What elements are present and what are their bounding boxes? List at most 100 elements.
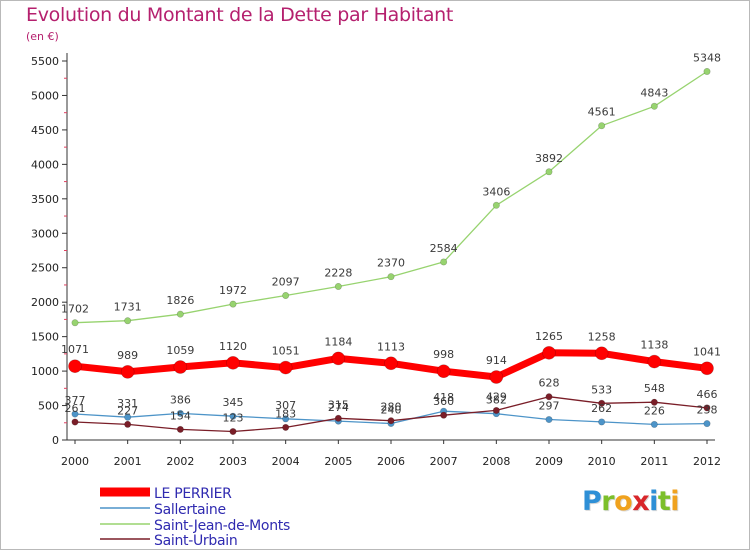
data-label-saint-urbain: 261 [65,402,86,415]
data-point-sallertaine [229,412,237,420]
y-tick-label: 4500 [31,124,59,137]
x-tick-label: 2004 [272,455,300,468]
x-tick-label: 2007 [430,455,458,468]
data-label-le-perrier: 1138 [640,339,668,352]
y-tick-label: 1000 [31,365,59,378]
data-label-sallertaine: 274 [328,401,349,414]
legend-label-saint-jean-de-monts: Saint-Jean-de-Monts [154,518,290,534]
logo-letter: i [670,486,680,517]
data-point-sallertaine [176,409,184,417]
data-label-saint-jean-de-monts: 4843 [640,86,668,99]
data-point-saint-urbain [492,406,500,414]
data-label-saint-jean-de-monts: 1702 [61,303,89,316]
y-tick-label: 0 [52,434,59,447]
data-label-saint-jean-de-monts: 5348 [693,51,721,64]
logo-letter: r [601,486,615,517]
y-tick-label: 3000 [31,227,59,240]
data-label-saint-jean-de-monts: 1826 [166,294,194,307]
data-point-le-perrier [647,354,662,369]
data-point-le-perrier [700,361,714,376]
data-point-saint-jean-de-monts [387,273,395,281]
data-label-sallertaine: 382 [486,394,507,407]
data-label-sallertaine: 262 [591,402,612,415]
data-label-saint-urbain: 315 [328,398,349,411]
data-point-saint-jean-de-monts [71,319,79,327]
data-label-sallertaine: 238 [697,404,718,417]
data-point-saint-urbain [650,398,658,406]
data-point-saint-jean-de-monts [492,201,500,209]
chart-title: Evolution du Montant de la Dette par Hab… [26,4,454,26]
y-tick-label: 3500 [31,193,59,206]
data-point-saint-jean-de-monts [124,317,132,325]
x-tick-label: 2002 [166,455,194,468]
data-label-le-perrier: 1051 [272,345,300,358]
data-label-saint-jean-de-monts: 4561 [588,106,616,119]
y-tick-label: 5500 [31,55,59,68]
data-label-le-perrier: 1059 [166,344,194,357]
data-point-le-perrier [278,360,293,375]
x-tick-label: 2005 [324,455,352,468]
data-label-saint-urbain: 466 [697,388,718,401]
data-point-le-perrier [120,365,135,379]
logo-letter: t [657,486,671,517]
logo-letter: x [632,486,650,517]
data-point-saint-jean-de-monts [440,258,448,266]
data-point-saint-urbain [124,420,132,428]
data-label-saint-urbain: 533 [591,383,612,396]
data-label-le-perrier: 1258 [588,330,616,343]
x-tick-label: 2012 [693,455,721,468]
data-point-saint-jean-de-monts [334,282,342,290]
x-tick-label: 2003 [219,455,247,468]
data-point-saint-urbain [703,404,711,412]
x-tick-label: 2000 [61,455,89,468]
data-label-saint-jean-de-monts: 1972 [219,284,247,297]
data-point-saint-jean-de-monts [229,300,237,308]
data-point-le-perrier [331,351,346,366]
data-point-saint-jean-de-monts [598,122,606,130]
data-label-saint-urbain: 548 [644,382,665,395]
data-point-le-perrier [594,346,609,361]
y-tick-label: 2000 [31,296,59,309]
data-point-sallertaine [650,420,658,428]
data-label-sallertaine: 297 [539,400,560,413]
data-label-saint-urbain: 280 [381,401,402,414]
data-point-sallertaine [703,420,711,428]
data-label-saint-urbain: 123 [223,412,244,425]
data-label-sallertaine: 418 [433,391,454,404]
data-point-saint-jean-de-monts [703,67,711,75]
data-point-saint-jean-de-monts [282,291,290,299]
data-label-saint-urbain: 628 [539,377,560,390]
data-label-saint-jean-de-monts: 2228 [324,266,352,279]
chart-subtitle: (en €) [26,30,59,43]
y-tick-label: 500 [38,400,59,413]
data-point-saint-urbain [71,418,79,426]
data-label-saint-jean-de-monts: 2097 [272,275,300,288]
data-label-sallertaine: 377 [65,394,86,407]
data-point-saint-urbain [334,414,342,422]
data-point-saint-urbain [229,428,237,436]
legend-label-sallertaine: Sallertaine [154,502,226,518]
data-label-saint-jean-de-monts: 3406 [482,185,510,198]
y-tick-label: 5000 [31,89,59,102]
data-label-le-perrier: 1071 [61,343,89,356]
data-point-sallertaine [598,418,606,426]
data-label-saint-urbain: 429 [486,390,507,403]
data-label-le-perrier: 1265 [535,330,563,343]
legend-label-le-perrier: LE PERRIER [154,486,232,502]
data-point-le-perrier [489,370,504,384]
data-point-le-perrier [436,364,451,379]
logo-letter: P [582,486,602,517]
data-point-saint-urbain [282,423,290,431]
data-point-saint-urbain [387,417,395,425]
x-tick-label: 2009 [535,455,563,468]
data-label-saint-jean-de-monts: 2584 [430,242,458,255]
data-label-sallertaine: 240 [381,403,402,416]
x-tick-label: 2008 [482,455,510,468]
data-point-sallertaine [282,415,290,423]
data-label-sallertaine: 307 [275,399,296,412]
data-label-sallertaine: 331 [117,397,138,410]
data-label-saint-jean-de-monts: 1731 [114,301,142,314]
data-point-saint-urbain [545,393,553,401]
